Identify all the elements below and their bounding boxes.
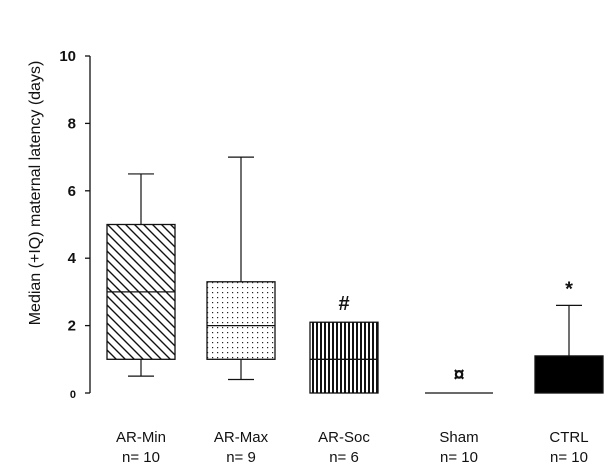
y-tick-label: 10 [59,48,76,65]
box-sham: ¤ [425,364,493,394]
y-tick-label: 2 [68,318,76,335]
y-tick-label: 6 [68,183,76,200]
iqr-box [206,281,276,360]
significance-marker: * [565,278,573,300]
sample-size-label: n= 10 [550,449,588,465]
significance-marker: # [338,293,349,315]
category-label: AR-Min [116,429,166,446]
sample-size-label: n= 10 [122,449,160,465]
category-label: AR-Max [214,429,269,446]
category-label: CTRL [549,429,588,446]
box-ctrl: * [534,278,604,394]
y-tick-label: 0 [70,389,76,401]
sample-size-label: n= 9 [226,449,256,465]
y-tick-label: 4 [68,250,77,267]
sample-size-label: n= 10 [440,449,478,465]
box-ar-min [106,173,176,377]
category-labels: AR-Min n= 10 AR-Max n= 9 AR-Soc n= 6 Sham n= 10… [116,429,589,465]
iqr-box [534,355,604,394]
y-tick-label: 8 [68,115,76,132]
y-axis: 0 2 4 6 8 10 [59,48,91,401]
significance-marker: ¤ [453,364,464,386]
sample-size-label: n= 6 [329,449,359,465]
category-label: AR-Soc [318,429,370,446]
box-ar-max [206,156,276,381]
category-label: Sham [439,429,478,446]
box-ar-soc: # [309,293,379,394]
iqr-box [309,321,379,394]
boxes-layer: # ¤ * [106,156,604,394]
y-axis-label: Median (+IQ) maternal latency (days) [27,61,44,326]
